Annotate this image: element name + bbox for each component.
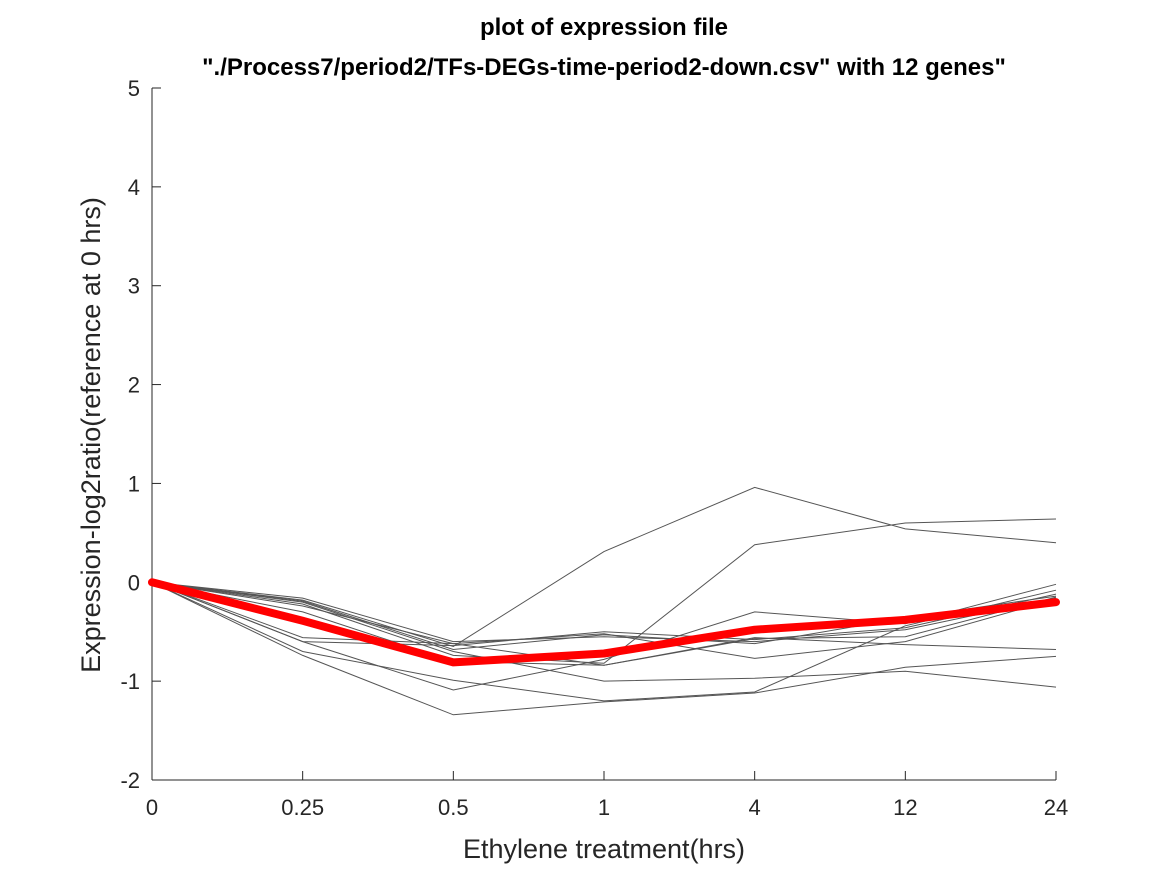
gene-series-line-11: [151, 581, 1057, 666]
chart-title-line-1: plot of expression file: [480, 14, 728, 41]
gene-series-line-7: [151, 581, 1057, 702]
x-tick-label: 0.25: [281, 795, 324, 820]
gene-series-line-6: [151, 581, 1057, 716]
y-tick-label: 1: [128, 471, 140, 496]
x-tick-label: 0: [146, 795, 158, 820]
gene-series-line-1: [151, 486, 1057, 648]
y-tick-label: 4: [128, 175, 140, 200]
gene-series-line-8: [151, 581, 1057, 659]
chart-title-line-2: "./Process7/period2/TFs-DEGs-time-period…: [202, 54, 1006, 81]
gene-series-line-9: [151, 581, 1057, 688]
x-tick-label: 1: [598, 795, 610, 820]
y-tick-label: -2: [120, 768, 140, 793]
y-tick-label: 5: [128, 76, 140, 101]
x-tick-label: 0.5: [438, 795, 469, 820]
gene-series-line-5: [151, 581, 1057, 647]
x-tick-label: 24: [1044, 795, 1068, 820]
gene-series-line-2: [151, 518, 1057, 664]
y-tick-label: 3: [128, 274, 140, 299]
gene-series-line-10: [151, 581, 1057, 643]
mean-series-line: [148, 578, 1060, 667]
x-tick-label: 4: [749, 795, 761, 820]
y-tick-label: -1: [120, 669, 140, 694]
y-axis-label: Expression-log2ratio(reference at 0 hrs): [76, 197, 106, 673]
x-tick-label: 12: [893, 795, 917, 820]
x-axis-label: Ethylene treatment(hrs): [463, 834, 745, 864]
y-tick-label: 0: [128, 570, 140, 595]
y-tick-label: 2: [128, 373, 140, 398]
